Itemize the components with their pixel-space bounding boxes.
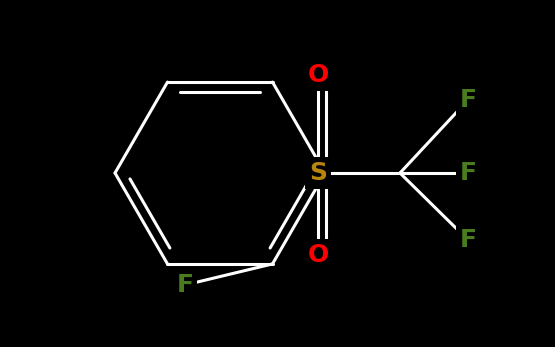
Text: S: S — [309, 161, 327, 185]
Text: F: F — [460, 88, 477, 112]
Text: O: O — [307, 63, 329, 87]
Text: F: F — [176, 273, 194, 297]
Text: F: F — [460, 228, 477, 252]
Text: O: O — [307, 243, 329, 267]
Text: F: F — [460, 161, 477, 185]
